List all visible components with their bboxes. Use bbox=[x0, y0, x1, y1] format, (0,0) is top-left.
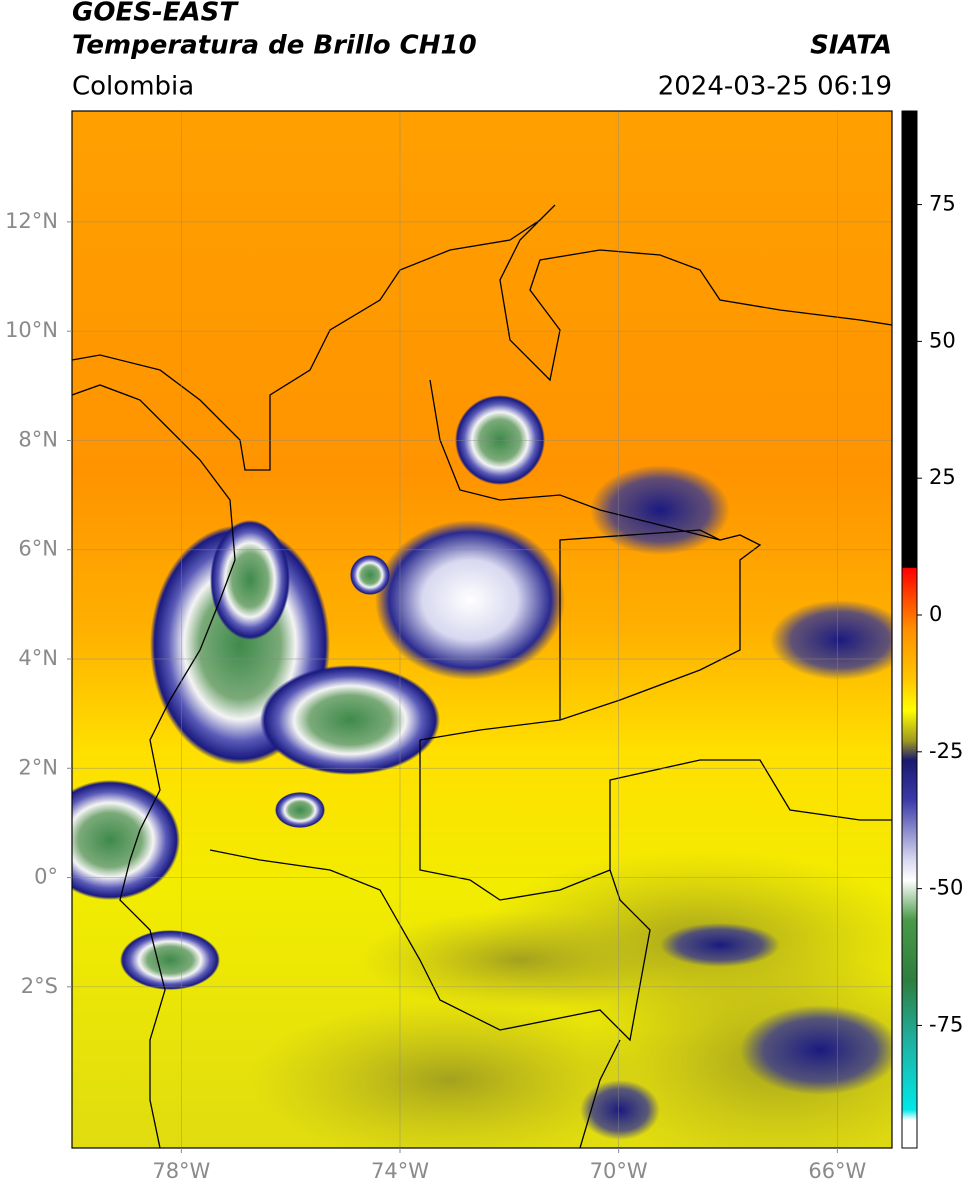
datetime: 2024-03-25 06:19 bbox=[658, 72, 892, 102]
colorbar bbox=[901, 110, 918, 1149]
colorbar-tick-label: -75 bbox=[929, 1012, 963, 1036]
colorbar-tick-label: 75 bbox=[929, 192, 956, 216]
colorbar-tick-label: 50 bbox=[929, 328, 956, 352]
lat-tick-label: 8°N bbox=[18, 427, 58, 451]
map-frame bbox=[71, 110, 893, 1149]
lat-tick-label: 6°N bbox=[18, 537, 58, 561]
lon-tick-label: 74°W bbox=[371, 1159, 429, 1183]
colorbar-tick-label: -50 bbox=[929, 876, 963, 900]
lat-tick-label: 4°N bbox=[18, 646, 58, 670]
lat-tick-label: 2°N bbox=[18, 755, 58, 779]
lon-tick-label: 66°W bbox=[808, 1159, 866, 1183]
lat-tick-label: 10°N bbox=[5, 318, 58, 342]
colorbar-tick-label: -25 bbox=[929, 739, 963, 763]
lon-tick-label: 78°W bbox=[152, 1159, 210, 1183]
lon-tick-label: 70°W bbox=[590, 1159, 648, 1183]
source: SIATA bbox=[810, 31, 892, 61]
region: Colombia bbox=[72, 72, 194, 102]
satellite-image bbox=[72, 111, 892, 1148]
colorbar-tick-label: 0 bbox=[929, 602, 942, 626]
title: GOES-EAST bbox=[72, 0, 239, 28]
colorbar-tick-label: 25 bbox=[929, 465, 956, 489]
subtitle: Temperatura de Brillo CH10 bbox=[72, 31, 477, 61]
lat-tick-label: 0° bbox=[34, 865, 58, 889]
lat-tick-label: 12°N bbox=[5, 209, 58, 233]
lat-tick-label: 2°S bbox=[21, 974, 58, 998]
